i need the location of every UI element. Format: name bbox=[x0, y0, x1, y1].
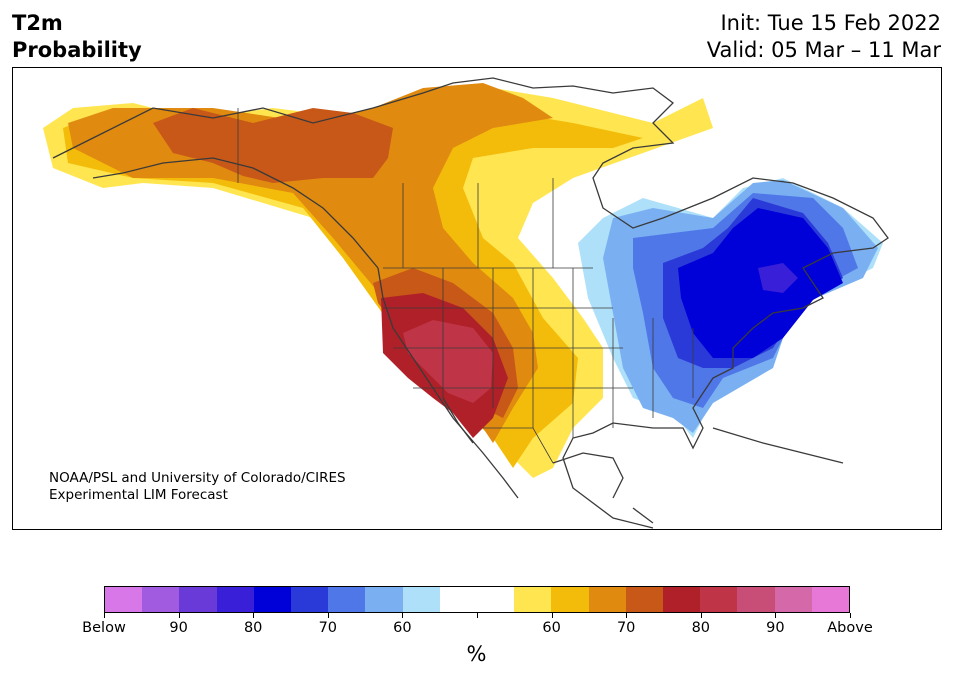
colorbar-swatch bbox=[439, 587, 478, 612]
colorbar-swatch bbox=[477, 587, 515, 612]
colorbar-swatch bbox=[328, 587, 366, 612]
colorbar-swatch bbox=[402, 587, 440, 612]
colorbar-unit: % bbox=[466, 642, 487, 666]
colorbar-tick bbox=[775, 613, 776, 618]
cold-85-region bbox=[758, 263, 798, 293]
colorbar-swatch bbox=[216, 587, 254, 612]
valid-range: Valid: 05 Mar – 11 Mar bbox=[706, 38, 941, 62]
colorbar-swatch bbox=[551, 587, 589, 612]
colorbar-tick bbox=[701, 613, 702, 618]
colorbar-tick bbox=[477, 613, 478, 618]
colorbar-swatch bbox=[253, 587, 292, 612]
product-label: Probability bbox=[12, 38, 142, 62]
colorbar-tick-label: 80 bbox=[243, 620, 263, 636]
colorbar-swatch bbox=[774, 587, 812, 612]
forecast-dates: Init: Tue 15 Feb 2022 Valid: 05 Mar – 11… bbox=[707, 10, 941, 64]
variable-label: T2m bbox=[12, 11, 63, 35]
colorbar-tick bbox=[253, 613, 254, 618]
colorbar-tick-label: 60 bbox=[542, 620, 561, 636]
credit-line-1: NOAA/PSL and University of Colorado/CIRE… bbox=[49, 470, 346, 486]
colorbar-swatch bbox=[700, 587, 738, 612]
colorbar-tick bbox=[850, 613, 851, 618]
credit-line-2: Experimental LIM Forecast bbox=[49, 487, 228, 503]
colorbar-swatch bbox=[514, 587, 552, 612]
colorbar-tick bbox=[104, 613, 105, 618]
political-borders bbox=[237, 108, 694, 464]
colorbar-tick-label: Below bbox=[82, 620, 126, 636]
map-title: T2m Probability bbox=[12, 10, 142, 64]
warm-probability-shading bbox=[43, 83, 713, 478]
forecast-map bbox=[12, 67, 942, 530]
colorbar-tick bbox=[626, 613, 627, 618]
colorbar-tick-label: 70 bbox=[318, 620, 338, 636]
colorbar-swatch bbox=[588, 587, 626, 612]
colorbar-tick-label: 60 bbox=[393, 620, 412, 636]
colorbar-swatch bbox=[625, 587, 664, 612]
colorbar-tick bbox=[552, 613, 553, 618]
colorbar-tick-label: 90 bbox=[169, 620, 188, 636]
map-canvas bbox=[43, 77, 889, 529]
colorbar-tick-label: 70 bbox=[616, 620, 636, 636]
colorbar-swatch bbox=[365, 587, 403, 612]
colorbar bbox=[104, 586, 850, 613]
colorbar-labels: Below 90 80 70 60 60 70 80 90 Above bbox=[82, 620, 873, 640]
colorbar-swatch bbox=[811, 587, 850, 612]
colorbar-swatch bbox=[142, 587, 180, 612]
colorbar-swatches bbox=[104, 586, 850, 613]
colorbar-swatch bbox=[663, 587, 701, 612]
colorbar-swatch bbox=[179, 587, 217, 612]
colorbar-swatch bbox=[291, 587, 329, 612]
warm-85-region bbox=[403, 320, 493, 403]
colorbar-tick-label: 80 bbox=[691, 620, 711, 636]
colorbar-tick bbox=[328, 613, 329, 618]
init-date: Init: Tue 15 Feb 2022 bbox=[720, 11, 941, 35]
colorbar-tick bbox=[402, 613, 403, 618]
colorbar-tick-label: 90 bbox=[766, 620, 785, 636]
colorbar-tick bbox=[179, 613, 180, 618]
cold-probability-shading bbox=[578, 178, 883, 438]
colorbar-tick-label: Above bbox=[827, 620, 873, 636]
colorbar-swatch bbox=[737, 587, 775, 612]
cold-80-region bbox=[678, 208, 843, 358]
colorbar-swatch bbox=[105, 587, 143, 612]
credit-text: NOAA/PSL and University of Colorado/CIRE… bbox=[49, 470, 346, 504]
colorbar-ticks bbox=[104, 613, 851, 619]
